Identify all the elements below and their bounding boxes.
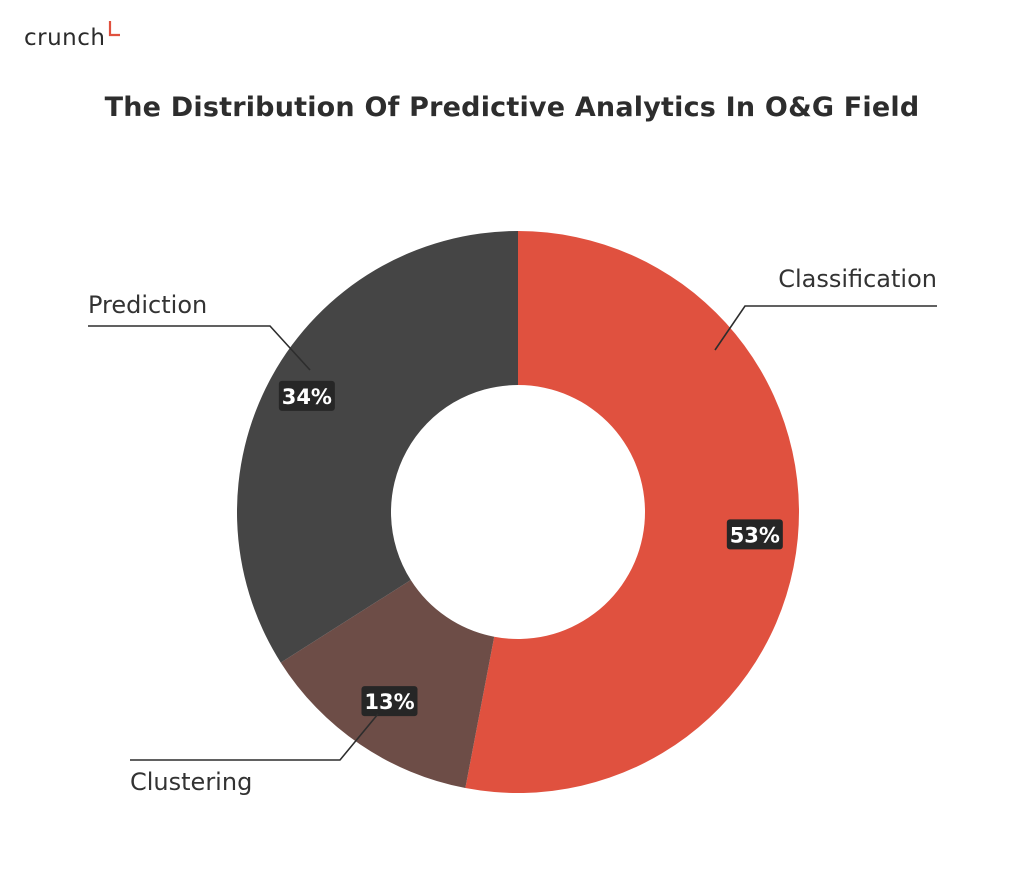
value-label-clustering: 13% [361, 686, 418, 717]
value-label-text: 53% [730, 523, 780, 547]
brand-logo: crunch [24, 18, 121, 50]
category-label-clustering: Clustering [130, 768, 252, 796]
leader-line-clustering [130, 713, 379, 761]
chart-title: The Distribution Of Predictive Analytics… [104, 92, 920, 123]
value-label-text: 13% [364, 690, 414, 714]
slice-classification [465, 231, 799, 793]
value-label-classification: 53% [726, 519, 783, 550]
value-label-text: 34% [282, 385, 332, 409]
value-label-background [726, 519, 783, 550]
category-label-prediction: Prediction [88, 291, 207, 319]
brand-corner-mark-icon [109, 21, 121, 37]
category-label-classification: Classification [778, 265, 937, 293]
slice-prediction [237, 231, 518, 663]
slice-clustering [280, 580, 495, 789]
value-label-prediction: 34% [278, 380, 335, 411]
brand-name: crunch [24, 25, 106, 51]
leader-line-prediction [88, 325, 311, 371]
value-label-background [278, 380, 335, 411]
value-label-background [361, 686, 418, 717]
leader-line-classification [714, 305, 937, 351]
